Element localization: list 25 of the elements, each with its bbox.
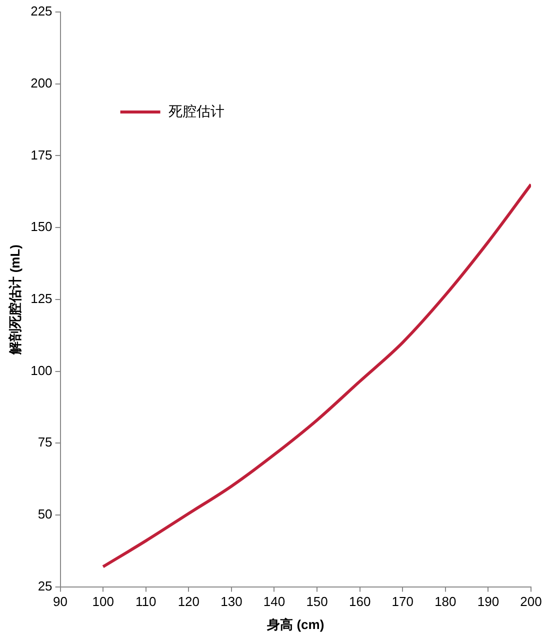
x-axis-title: 身高 (cm) (266, 616, 324, 632)
x-tick-label: 110 (136, 594, 156, 610)
y-tick-label: 225 (30, 4, 52, 19)
y-tick-label: 200 (30, 75, 52, 90)
x-tick-label: 120 (178, 594, 200, 610)
x-tick-label: 170 (392, 594, 414, 610)
x-tick-label: 130 (220, 594, 242, 610)
x-tick-label: 200 (520, 594, 542, 610)
y-axis-title: 解剖死腔估计 (mL) (7, 244, 22, 356)
y-tick-label: 75 (38, 434, 52, 450)
x-tick-label: 180 (434, 594, 456, 610)
x-tick-label: 160 (348, 594, 371, 610)
x-tick-label: 100 (92, 594, 114, 610)
line-series (102, 182, 531, 568)
y-tick-label: 125 (30, 290, 52, 306)
x-tick-label: 140 (263, 594, 286, 610)
x-tick-label: 190 (477, 594, 500, 610)
y-tick-label: 25 (38, 578, 52, 594)
legend-label: 死腔估计 (168, 102, 224, 119)
y-tick-label: 100 (30, 362, 52, 378)
y-tick-label: 50 (38, 506, 52, 522)
y-tick-label: 150 (30, 219, 52, 234)
x-tick-label: 150 (306, 594, 328, 610)
x-tick-label: 90 (53, 594, 68, 610)
y-tick-label: 175 (30, 147, 52, 162)
